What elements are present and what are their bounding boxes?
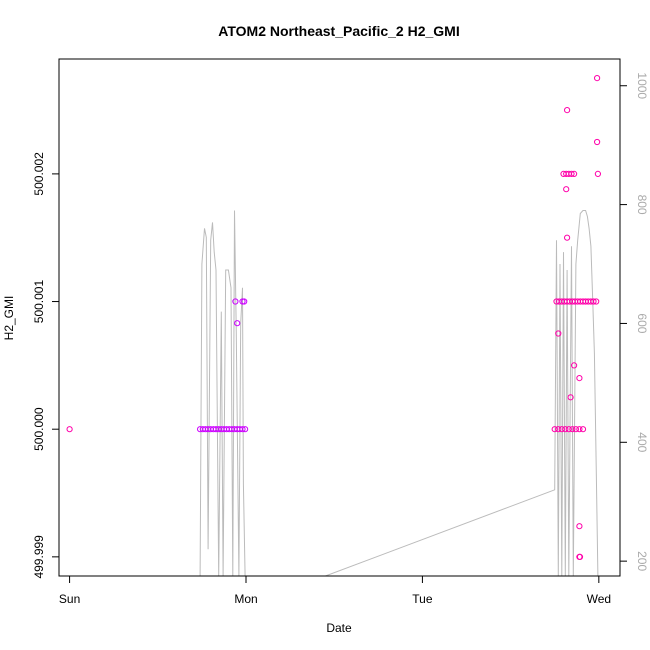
y-tick-label: 500.000 — [32, 407, 46, 451]
y-axis: 499.999 500.000 500.001 500.002 — [32, 152, 60, 579]
data-point — [239, 298, 246, 305]
data-point — [564, 107, 571, 114]
data-point — [572, 426, 580, 433]
data-point — [594, 170, 602, 177]
y2-tick-label: 800 — [635, 195, 649, 215]
data-point — [593, 298, 600, 305]
data-point — [241, 298, 248, 305]
data-point — [569, 426, 576, 433]
data-point — [576, 375, 583, 382]
x-tick-label: Sun — [59, 592, 80, 606]
data-point — [558, 426, 565, 433]
data-point — [232, 298, 239, 305]
x-tick-label: Tue — [412, 592, 433, 606]
data-point — [565, 426, 572, 433]
y-axis-label: H2_GMI — [2, 296, 16, 341]
y2-tick-label: 1000 — [635, 72, 649, 99]
data-point — [563, 186, 570, 193]
data-point — [594, 138, 601, 146]
data-point — [66, 426, 73, 433]
plot-frame — [58, 58, 621, 577]
data-point — [590, 298, 597, 305]
data-point — [576, 553, 584, 561]
y2-axis: 200 400 600 800 1000 — [620, 72, 649, 571]
x-axis-label: Date — [326, 621, 352, 635]
data-point — [571, 170, 578, 177]
data-point — [555, 330, 562, 337]
y-tick-label: 499.999 — [32, 535, 46, 579]
points-layer — [66, 75, 602, 561]
data-point — [568, 170, 575, 177]
data-point — [567, 394, 574, 401]
data-point — [576, 523, 583, 530]
y2-tick-label: 400 — [635, 432, 649, 452]
data-point — [564, 234, 571, 241]
data-point — [239, 426, 246, 433]
pressure-line — [199, 210, 599, 576]
x-tick-label: Mon — [234, 592, 257, 606]
data-point — [594, 75, 601, 82]
y2-tick-label: 600 — [635, 313, 649, 333]
y-tick-label: 500.002 — [32, 152, 46, 196]
x-tick-label: Wed — [587, 592, 611, 606]
chart-title: ATOM2 Northeast_Pacific_2 H2_GMI — [218, 23, 459, 39]
data-point — [576, 426, 583, 433]
data-point — [551, 426, 558, 433]
data-point — [555, 426, 562, 433]
x-axis: Sun Mon Tue Wed — [59, 575, 611, 606]
data-point — [562, 426, 569, 433]
data-point — [571, 362, 578, 369]
data-point — [242, 426, 249, 433]
pressure-line-layer — [199, 210, 599, 576]
data-point — [234, 320, 241, 327]
data-point — [579, 426, 587, 433]
y-tick-label: 500.001 — [32, 280, 46, 324]
y2-tick-label: 200 — [635, 551, 649, 571]
